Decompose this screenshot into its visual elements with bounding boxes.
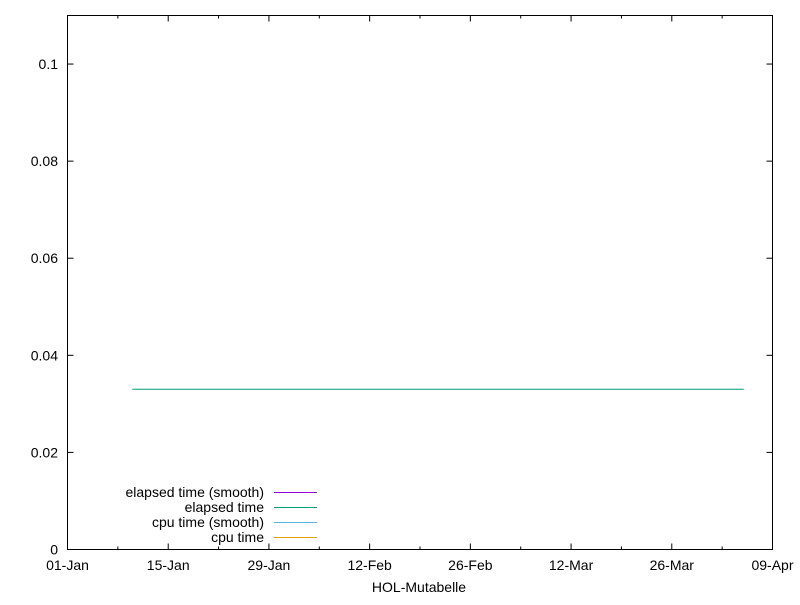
y-tick-label: 0.08 [31,153,58,169]
legend-label: cpu time (smooth) [152,514,264,530]
x-tick-label: 12-Feb [347,557,392,573]
x-tick-label: 26-Feb [448,557,493,573]
x-tick-label: 15-Jan [147,557,190,573]
x-tick-label: 01-Jan [46,557,89,573]
y-tick-label: 0 [50,542,58,558]
y-tick-label: 0.06 [31,250,58,266]
x-tick-label: 09-Apr [751,557,793,573]
x-tick-label: 12-Mar [549,557,594,573]
legend-label: elapsed time (smooth) [125,484,264,500]
plot-frame [67,15,773,550]
x-tick-label: 29-Jan [248,557,291,573]
legend-label: cpu time [211,529,264,545]
x-tick-label: 26-Mar [650,557,695,573]
x-axis-label: HOL-Mutabelle [372,579,466,595]
legend-label: elapsed time [185,499,265,515]
y-tick-label: 0.1 [39,56,59,72]
y-tick-label: 0.04 [31,347,58,363]
y-tick-label: 0.02 [31,444,58,460]
